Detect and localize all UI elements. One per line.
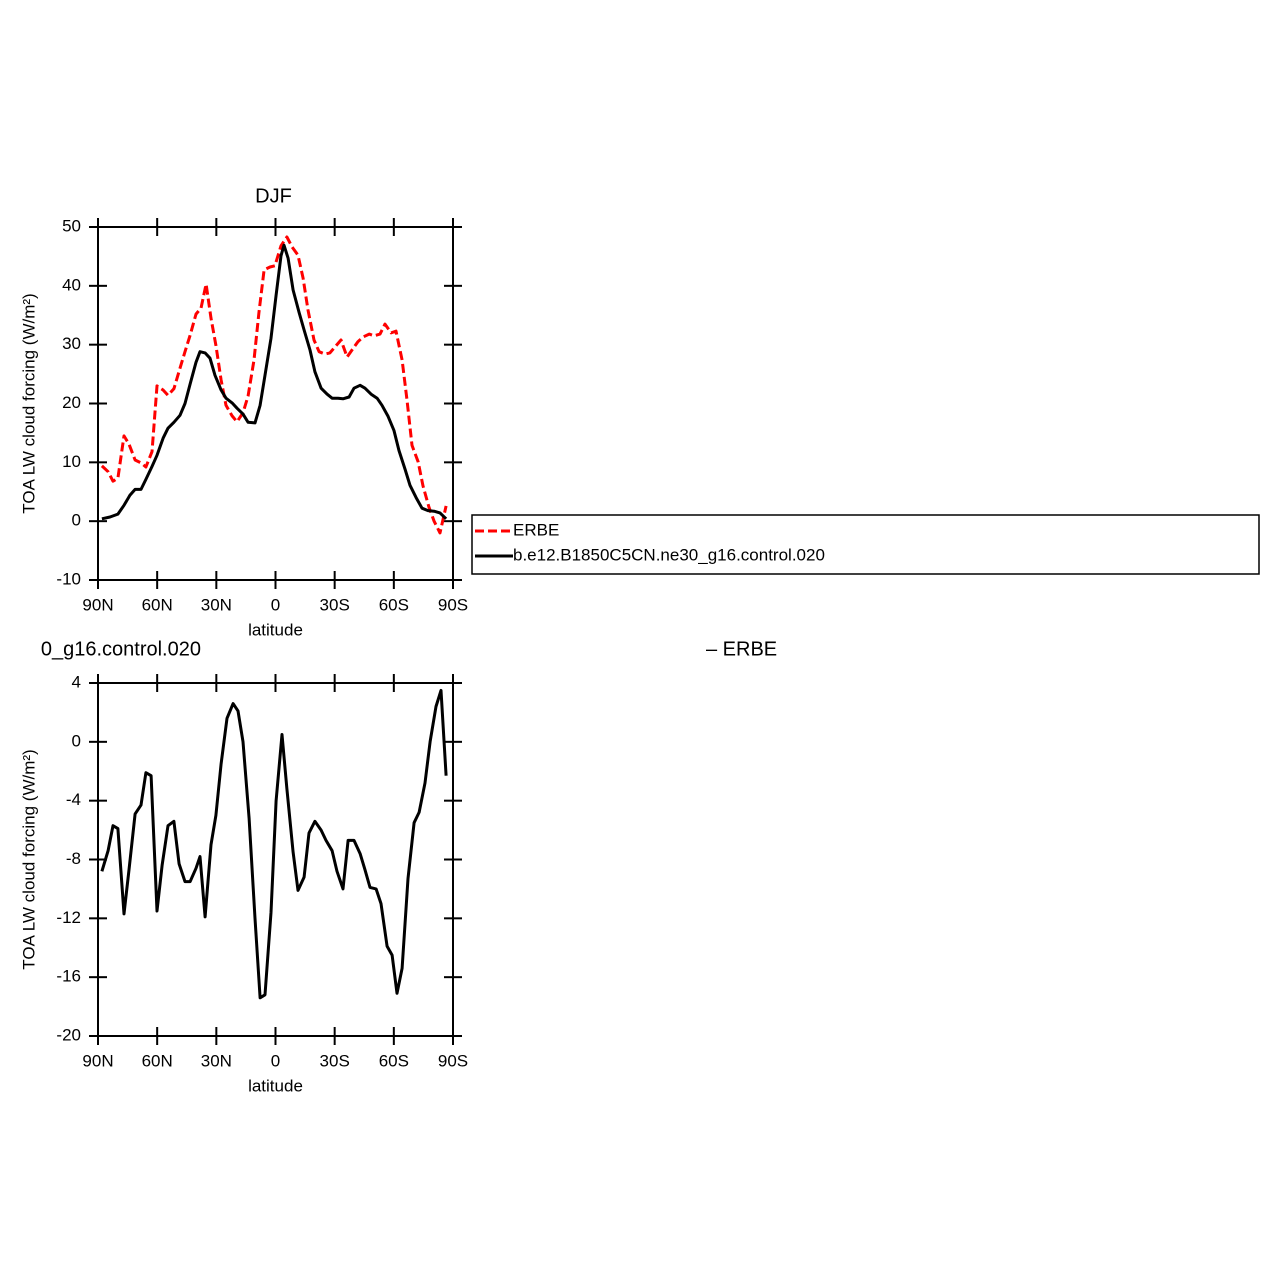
legend-label: ERBE [513, 520, 559, 539]
y-tick-label: -10 [56, 569, 81, 588]
y-tick-label: 50 [62, 216, 81, 235]
y-tick-label: -12 [56, 908, 81, 927]
x-axis-label: latitude [248, 620, 303, 639]
data-line [101, 243, 448, 521]
y-tick-label: 40 [62, 275, 81, 294]
chart-title: – ERBE [706, 638, 777, 660]
x-tick-label: 60S [379, 1051, 409, 1070]
x-tick-label: 0 [271, 595, 280, 614]
y-axis-label: TOA LW cloud forcing (W/m²) [19, 749, 38, 969]
y-axis-label: TOA LW cloud forcing (W/m²) [19, 293, 38, 513]
y-tick-label: -16 [56, 967, 81, 986]
y-tick-label: 0 [72, 511, 81, 530]
x-tick-label: 90N [82, 595, 113, 614]
x-tick-label: 90S [438, 1051, 468, 1070]
y-tick-label: 20 [62, 393, 81, 412]
x-tick-label: 90S [438, 595, 468, 614]
x-tick-label: 0 [271, 1051, 280, 1070]
legend-box [471, 514, 1260, 575]
x-tick-label: 30S [320, 595, 350, 614]
x-tick-label: 30N [201, 595, 232, 614]
y-tick-label: 10 [62, 452, 81, 471]
legend-label: b.e12.B1850C5CN.ne30_g16.control.020 [513, 545, 825, 564]
x-tick-label: 60N [142, 595, 173, 614]
x-axis-label: latitude [248, 1076, 303, 1095]
x-tick-label: 30S [320, 1051, 350, 1070]
x-tick-label: 60S [379, 595, 409, 614]
data-line [100, 235, 448, 535]
y-tick-label: -20 [56, 1025, 81, 1044]
y-tick-label: -8 [66, 849, 81, 868]
x-tick-label: 30N [201, 1051, 232, 1070]
y-tick-label: 0 [72, 731, 81, 750]
y-tick-label: -4 [66, 790, 81, 809]
plot-frame [97, 226, 454, 581]
x-tick-label: 60N [142, 1051, 173, 1070]
x-tick-label: 90N [82, 1051, 113, 1070]
chart-title: 0_g16.control.020 [41, 638, 201, 660]
y-tick-label: 30 [62, 334, 81, 353]
y-tick-label: 4 [72, 672, 81, 691]
chart-title: DJF [255, 185, 292, 207]
data-line [100, 688, 448, 1000]
